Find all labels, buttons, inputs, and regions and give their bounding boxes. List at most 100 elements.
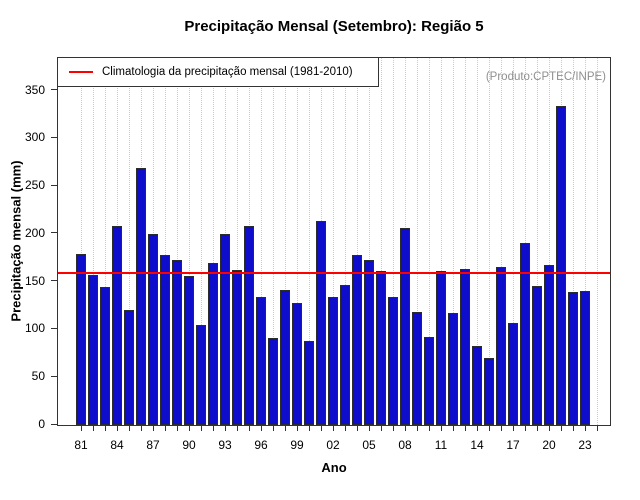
x-tick-label: 84 [110, 438, 124, 452]
legend-label: Climatologia da precipitação mensal (198… [102, 66, 353, 78]
x-tick-mark [501, 426, 502, 431]
watermark: (Produto:CPTEC/INPE) [485, 71, 606, 83]
gridline-year [477, 58, 478, 425]
x-tick-label: 96 [254, 438, 268, 452]
x-tick-mark [549, 426, 550, 431]
bar-1995 [244, 226, 254, 425]
x-tick-mark [213, 426, 214, 431]
x-tick-mark [261, 426, 262, 431]
x-tick-mark [489, 426, 490, 431]
bar-1984 [112, 226, 122, 425]
bar-2021 [556, 105, 566, 425]
gridline-year [585, 58, 586, 425]
bar-1986 [136, 167, 146, 425]
x-tick-mark [381, 426, 382, 431]
x-tick-label: 81 [74, 438, 88, 452]
x-tick-mark [237, 426, 238, 431]
bar-2019 [532, 286, 542, 425]
y-tick-label: 150 [24, 273, 45, 288]
x-tick-mark [537, 426, 538, 431]
x-tick-mark [357, 426, 358, 431]
y-tick-mark [51, 327, 57, 329]
x-tick-mark [189, 426, 190, 431]
y-tick-label: 50 [31, 369, 45, 384]
bar-2016 [496, 267, 506, 425]
gridline-year [177, 58, 178, 425]
gridline-year [573, 58, 574, 425]
bar-2005 [364, 259, 374, 425]
gridline-year [309, 58, 310, 425]
bar-2002 [328, 296, 338, 425]
bar-2008 [400, 228, 410, 425]
bar-1982 [88, 275, 98, 425]
x-tick-label: 14 [470, 438, 484, 452]
x-tick-mark [129, 426, 130, 431]
gridline-year [393, 58, 394, 425]
bar-2009 [412, 312, 422, 425]
x-tick-mark [81, 426, 82, 431]
y-tick-label: 200 [24, 225, 45, 240]
x-tick-mark [297, 426, 298, 431]
x-tick-mark [585, 426, 586, 431]
bar-1983 [100, 287, 110, 425]
gridline-year [525, 58, 526, 425]
gridline-year [81, 58, 82, 425]
x-tick-mark [453, 426, 454, 431]
y-tick-mark [51, 184, 57, 186]
y-tick-mark [51, 423, 57, 425]
chart-title: Precipitação Mensal (Setembro): Região 5 [184, 18, 484, 35]
y-tick-mark [51, 280, 57, 282]
x-tick-mark [561, 426, 562, 431]
gridline-year [381, 58, 382, 425]
y-tick-label: 0 [38, 417, 45, 431]
x-tick-label: 99 [290, 438, 304, 452]
bar-1981 [76, 253, 86, 425]
y-tick-label: 350 [24, 82, 45, 97]
x-tick-mark [165, 426, 166, 431]
gridline-year [453, 58, 454, 425]
x-tick-mark [465, 426, 466, 431]
x-tick-mark [441, 426, 442, 431]
bar-1994 [232, 270, 242, 425]
gridline-year [297, 58, 298, 425]
x-tick-mark [177, 426, 178, 431]
bar-1989 [172, 259, 182, 425]
x-tick-mark [225, 426, 226, 431]
y-tick-label: 100 [24, 321, 45, 336]
y-tick-mark [51, 375, 57, 377]
x-tick-mark [345, 426, 346, 431]
bar-1993 [220, 233, 230, 425]
bar-2011 [436, 271, 446, 425]
gridline-year [93, 58, 94, 425]
bar-2014 [472, 345, 482, 425]
gridline-year [489, 58, 490, 425]
gridline-year [513, 58, 514, 425]
bar-1996 [256, 296, 266, 425]
x-tick-mark [333, 426, 334, 431]
gridline-year [333, 58, 334, 425]
x-tick-mark [405, 426, 406, 431]
bar-1987 [148, 233, 158, 425]
x-tick-mark [513, 426, 514, 431]
x-tick-label: 08 [398, 438, 412, 452]
gridline-year [465, 58, 466, 425]
x-tick-label: 11 [434, 438, 448, 452]
gridline-year [237, 58, 238, 425]
bar-2012 [448, 313, 458, 425]
x-tick-mark [201, 426, 202, 431]
gridline-year [165, 58, 166, 425]
gridline-year [501, 58, 502, 425]
gridline-year [273, 58, 274, 425]
y-tick-label: 250 [24, 178, 45, 193]
x-tick-mark [321, 426, 322, 431]
x-tick-label: 93 [218, 438, 232, 452]
x-tick-mark [285, 426, 286, 431]
bar-1998 [280, 290, 290, 425]
x-tick-mark [417, 426, 418, 431]
bar-1985 [124, 310, 134, 425]
y-axis: 0 50 100 150 200 250 300 350 [0, 57, 57, 431]
gridline-year [549, 58, 550, 425]
x-tick-mark [597, 426, 598, 431]
gridline-year [357, 58, 358, 425]
